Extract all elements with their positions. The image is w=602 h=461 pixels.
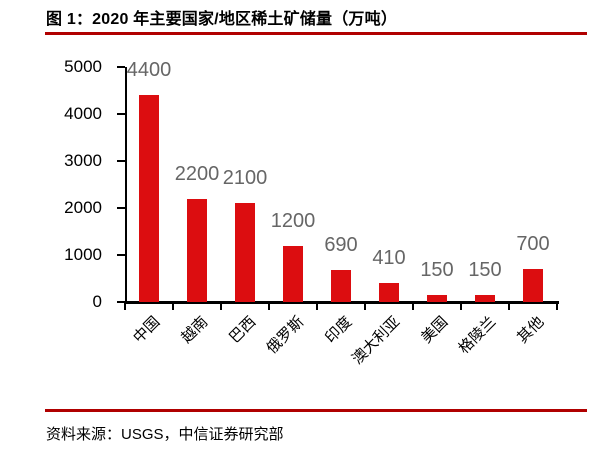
x-axis-tick — [364, 303, 366, 310]
x-axis-tick — [460, 303, 462, 310]
y-axis-tick — [117, 301, 125, 303]
x-axis-tick — [508, 303, 510, 310]
bar — [283, 246, 303, 302]
bar-value-label: 2200 — [174, 163, 220, 185]
y-axis-tick — [117, 66, 125, 68]
y-axis-tick-label: 4000 — [64, 104, 102, 123]
bar-value-label: 4400 — [126, 59, 172, 81]
x-category-label-text: 其他 — [514, 313, 548, 347]
y-axis-tick-label: 5000 — [64, 57, 102, 76]
bar — [187, 199, 207, 302]
y-axis-line — [125, 67, 127, 304]
y-axis-tick-label: 3000 — [64, 151, 102, 170]
x-axis-tick — [556, 303, 558, 310]
y-axis-tick — [117, 113, 125, 115]
x-category-label-text: 中国 — [130, 313, 164, 347]
bar-value-label: 700 — [516, 233, 550, 255]
footer-divider-line — [45, 409, 587, 412]
x-category-label-text: 格陵兰 — [455, 313, 500, 358]
x-category-label-text: 俄罗斯 — [263, 313, 308, 358]
bar-chart: 0 1000 2000 3000 4000 5000 4400 中国 2200 越南 2100 巴西 1… — [0, 40, 602, 405]
y-axis-tick-label: 2000 — [64, 198, 102, 217]
figure-title: 图 1：2020 年主要国家/地区稀土矿储量（万吨） — [46, 11, 398, 28]
bar — [331, 270, 351, 302]
bar — [235, 203, 255, 302]
bar-value-label: 410 — [372, 247, 406, 269]
x-axis-tick — [412, 303, 414, 310]
bar — [427, 295, 447, 302]
bar-value-label: 150 — [468, 259, 502, 281]
y-axis-tick — [117, 254, 125, 256]
y-axis-tick — [117, 160, 125, 162]
source-note: 资料来源：USGS，中信证券研究部 — [46, 426, 284, 443]
x-category-label-text: 美国 — [418, 313, 452, 347]
x-axis-tick — [316, 303, 318, 310]
bar — [475, 295, 495, 302]
bar — [139, 95, 159, 302]
x-axis-tick — [172, 303, 174, 310]
bar-value-label: 1200 — [270, 210, 316, 232]
y-axis-tick-label: 0 — [92, 292, 102, 311]
x-axis-tick — [124, 303, 126, 310]
title-divider-line — [45, 32, 587, 35]
x-category-label-text: 越南 — [178, 313, 212, 347]
bar-value-label: 150 — [420, 259, 454, 281]
x-axis-line — [125, 301, 559, 304]
bar-value-label: 2100 — [222, 167, 268, 189]
bar — [523, 269, 543, 302]
x-category-label-text: 澳大利亚 — [348, 313, 404, 368]
y-axis-tick-label: 1000 — [64, 245, 102, 264]
x-axis-tick — [220, 303, 222, 310]
bar — [379, 283, 399, 302]
x-category-label-text: 巴西 — [226, 313, 260, 347]
x-axis-tick — [268, 303, 270, 310]
x-category-label-text: 印度 — [322, 313, 356, 347]
y-axis-tick — [117, 207, 125, 209]
bar-value-label: 690 — [324, 234, 358, 256]
